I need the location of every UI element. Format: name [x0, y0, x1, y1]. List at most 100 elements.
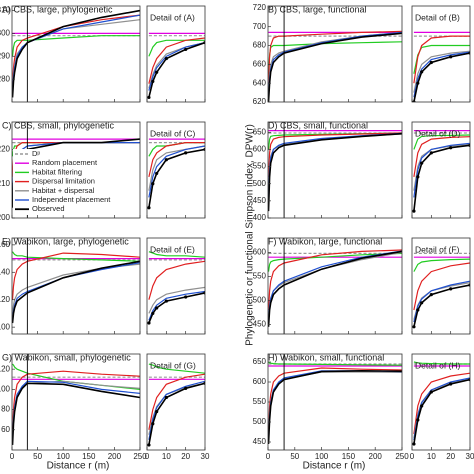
y-tick-label: 280	[0, 74, 11, 83]
observed-point	[184, 295, 188, 299]
observed-point	[164, 56, 168, 61]
x-tick-label: 0	[410, 452, 415, 461]
detail-title: Detail of (F)	[415, 244, 460, 254]
panel-frame	[411, 121, 471, 219]
legend-label: Dᵖ	[32, 149, 40, 158]
y-tick-label: 210	[0, 179, 11, 188]
x-tick-label: 100	[57, 452, 71, 461]
series-line	[148, 292, 205, 324]
series-line	[148, 260, 205, 300]
y-tick-label: 550	[253, 397, 267, 406]
y-tick-label: 300	[0, 29, 11, 38]
y-tick-label: 550	[253, 272, 267, 281]
series-line	[148, 148, 205, 208]
panel-frame	[11, 5, 141, 103]
panel-title: E) Wabikon, large, phylogenetic	[2, 236, 129, 246]
y-tick-label: 120	[0, 295, 11, 304]
observed-point	[147, 206, 151, 210]
legend-label: Observed	[32, 204, 65, 213]
series-line	[268, 252, 403, 272]
x-axis-label: Distance r (m)	[303, 461, 366, 472]
series-line	[12, 382, 141, 445]
panel-frame	[146, 353, 206, 451]
observed-point	[155, 306, 159, 310]
y-tick-label: 620	[253, 97, 267, 106]
y-axis-label: Phylogenetic or functional Simpson index…	[245, 124, 256, 346]
series-line	[12, 363, 141, 390]
series-line	[12, 14, 141, 84]
observed-point	[429, 151, 433, 155]
series-line	[268, 371, 403, 439]
observed-point	[147, 321, 151, 325]
y-tick-label: 640	[253, 78, 267, 87]
y-tick-label: 100	[0, 384, 11, 393]
series-line	[268, 370, 403, 441]
y-tick-label: 60	[1, 425, 10, 434]
x-tick-label: 250	[133, 452, 147, 461]
panel-title: D) CBS, small, functional	[268, 120, 368, 130]
series-line	[413, 144, 470, 212]
observed-point	[412, 442, 416, 446]
series-line	[413, 52, 470, 102]
y-tick-label: 220	[0, 145, 11, 154]
observed-point	[429, 293, 433, 297]
observed-point	[412, 209, 416, 213]
series-line	[148, 251, 205, 258]
panel-title: G) Wabikon, small, phylogenetic	[2, 352, 131, 362]
x-tick-label: 100	[315, 452, 329, 461]
detail-title: Detail of (E)	[150, 244, 195, 254]
panel-title: F) Wabikon, large, functional	[268, 236, 382, 246]
observed-point	[147, 443, 151, 447]
series-line	[268, 249, 403, 311]
observed-point	[151, 79, 155, 84]
observed-point	[155, 70, 159, 74]
x-tick-label: 150	[82, 452, 96, 461]
series-line	[12, 380, 141, 435]
legend-label: Habitat + dispersal	[32, 186, 95, 195]
y-tick-label: 550	[253, 162, 267, 171]
observed-point	[420, 70, 424, 74]
observed-point	[151, 182, 155, 186]
series-line	[12, 263, 141, 314]
series-line	[148, 42, 205, 91]
series-line	[413, 51, 470, 98]
y-tick-label: 500	[253, 179, 267, 188]
y-tick-label: 200	[0, 213, 11, 222]
series-line	[12, 260, 141, 324]
y-tick-label: 660	[253, 59, 267, 68]
series-line	[413, 378, 470, 445]
series-line	[12, 370, 141, 430]
panel-frame	[267, 237, 403, 335]
series-line	[12, 380, 141, 440]
panel-title: H) Wabikon, small, functional	[268, 352, 384, 362]
series-line	[268, 361, 403, 366]
panel-title: A) CBS, large, phylogenetic	[2, 4, 113, 14]
x-tick-label: 50	[290, 452, 299, 461]
observed-point	[147, 95, 151, 100]
series-line	[12, 19, 141, 89]
panel-frame	[11, 353, 141, 451]
observed-point	[151, 311, 155, 316]
legend-label: Dispersal limitation	[32, 177, 95, 186]
series-line	[413, 143, 470, 191]
observed-point	[429, 390, 433, 394]
x-tick-label: 150	[342, 452, 356, 461]
series-line	[413, 372, 470, 435]
detail-title: Detail of (D)	[415, 128, 461, 138]
series-line	[148, 145, 205, 198]
observed-point	[416, 175, 420, 179]
y-tick-label: 450	[253, 320, 267, 329]
x-tick-label: 0	[145, 452, 150, 461]
y-tick-label: 450	[253, 437, 267, 446]
panel-frame	[267, 5, 403, 103]
observed-point	[155, 171, 159, 176]
series-line	[413, 136, 470, 177]
observed-point	[151, 422, 155, 426]
series-line	[148, 286, 205, 314]
observed-point	[449, 287, 453, 291]
y-tick-label: 310	[0, 6, 11, 15]
x-tick-label: 50	[33, 452, 42, 461]
panel-frame	[411, 353, 471, 451]
series-line	[413, 258, 470, 272]
